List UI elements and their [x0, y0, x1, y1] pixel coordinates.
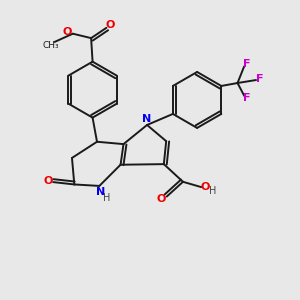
- Text: N: N: [96, 188, 105, 197]
- Text: O: O: [63, 27, 72, 37]
- Text: F: F: [243, 93, 251, 103]
- Text: H: H: [103, 193, 110, 203]
- Text: CH₃: CH₃: [43, 41, 59, 50]
- Text: N: N: [142, 114, 151, 124]
- Text: F: F: [243, 59, 251, 70]
- Text: O: O: [201, 182, 210, 191]
- Text: O: O: [43, 176, 52, 186]
- Text: H: H: [209, 186, 217, 196]
- Text: O: O: [105, 20, 115, 30]
- Text: O: O: [157, 194, 166, 205]
- Text: F: F: [256, 74, 264, 85]
